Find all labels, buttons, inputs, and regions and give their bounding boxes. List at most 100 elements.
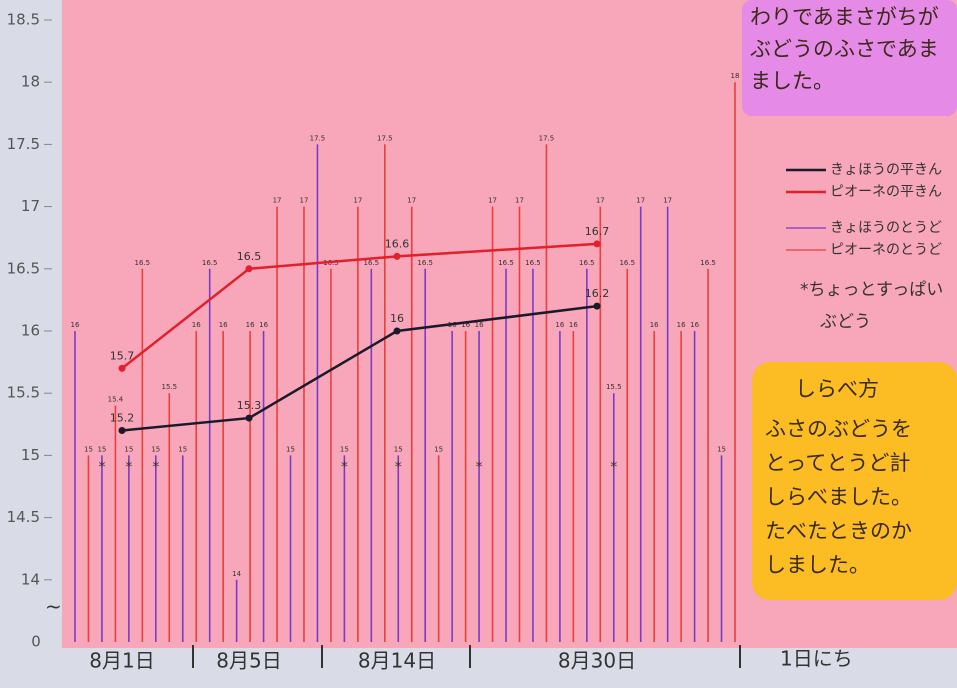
sour-mark: * [125,459,132,475]
measurement-label: 15 [434,445,443,453]
measurement-label: 16 [192,321,201,329]
measurement-label: 16 [555,321,564,329]
note-text: わりであまさがちが [750,5,939,29]
measurement-label: 16.5 [135,259,151,267]
measurement-label: 15 [178,445,187,453]
note-text: しました。 [765,553,870,577]
value-label: 16.2 [585,287,610,300]
measurement-label: 16.5 [498,259,514,267]
y-tick-label: 17.5 [7,135,40,153]
value-label: 16 [390,312,404,325]
legend-label: ピオーネのとうど [830,242,942,258]
value-label: 16.6 [385,237,410,250]
point [246,265,253,272]
measurement-label: 17.5 [310,134,326,142]
legend-label: きょほうのとうど [830,220,942,236]
measurement-label: 15.4 [108,396,124,404]
measurement-label: 16.5 [525,259,541,267]
measurement-label: 16 [690,321,699,329]
chart: 1日にち 0 ~ 14 14.5 15 15.5 16 16.5 17 17.5 18 18.5 1… [0,0,957,688]
y-tick-label: 18.5 [7,11,40,29]
point [246,415,253,422]
y-tick-label: 17 [21,197,40,215]
measurement-label: 16 [650,321,659,329]
measurement-label: 16.5 [700,259,716,267]
point [394,253,401,260]
legend-label: ピオーネの平きん [830,184,942,200]
sour-mark: * [395,459,402,475]
value-label: 15.7 [110,349,135,362]
measurement-label: 17 [353,197,362,205]
measurement-label: 16 [71,321,80,329]
measurement-label: 15 [717,445,726,453]
axis-origin-label: 0 [31,633,41,651]
measurement-label: 17 [596,197,605,205]
note-title: しらべ方 [795,377,879,401]
measurement-label: 16 [569,321,578,329]
measurement-label: 17 [300,197,309,205]
x-tick-label: 8月14日 [358,649,436,673]
y-tick-label: 15 [21,446,40,464]
measurement-label: 16 [259,321,268,329]
value-label: 16.5 [237,250,262,263]
measurement-label: 16.5 [417,259,433,267]
note-text: ました。 [750,69,834,93]
legend-note: *ちょっとすっぱい [800,280,943,300]
sour-mark: * [98,459,105,475]
measurement-label: 17.5 [539,134,555,142]
measurement-label: 17 [407,197,416,205]
note-text: たべたときのか [765,519,912,543]
y-tick-label: 15.5 [7,384,40,402]
measurement-label: 15 [286,445,295,453]
legend-note: ぶどう [820,312,871,332]
measurement-label: 17 [488,197,497,205]
measurement-label: 14 [232,570,241,578]
sour-mark: * [610,459,617,475]
point [119,365,126,372]
y-tick-label: 16.5 [7,259,40,277]
measurement-label: 17 [663,197,672,205]
measurement-label: 17.5 [377,134,393,142]
y-tick-label: 14 [21,570,40,588]
note-text: ぶどうのふさであま [750,37,939,61]
value-label: 15.3 [237,399,262,412]
point [594,303,601,310]
sour-mark: * [341,459,348,475]
value-label: 15.2 [110,412,135,425]
y-tick-label: 16 [21,322,40,340]
note-text: しらべました。 [765,485,912,509]
measurement-label: 17 [515,197,524,205]
measurement-label: 15 [151,445,160,453]
x-tick-label: 8月5日 [216,649,281,673]
point [594,240,601,247]
measurement-label: 15 [394,445,403,453]
measurement-label: 16 [246,321,255,329]
measurement-label: 16 [677,321,686,329]
x-axis-label: 1日にち [780,647,853,671]
measurement-label: 15 [97,445,106,453]
measurement-label: 16 [219,321,228,329]
measurement-label: 18 [731,72,740,80]
note-text: ふさのぶどうを [765,417,912,441]
legend-label: きょほうの平きん [830,162,942,178]
measurement-label: 17 [273,197,282,205]
measurement-label: 15 [84,445,93,453]
measurement-label: 15 [124,445,133,453]
note-text: とってとうど計 [765,451,910,475]
measurement-label: 15 [340,445,349,453]
measurement-label: 16.5 [202,259,218,267]
measurement-label: 17 [636,197,645,205]
x-tick-label: 8月30日 [558,649,636,673]
y-tick-label: 14.5 [7,508,40,526]
point [119,427,126,434]
y-tick-label: 18 [21,73,40,91]
axis-break: ~ [45,595,62,619]
measurement-label: 16.5 [619,259,635,267]
measurement-label: 16.5 [579,259,595,267]
sour-mark: * [152,459,159,475]
sour-mark: * [476,459,483,475]
measurement-label: 15.5 [606,383,622,391]
value-label: 16.7 [585,225,610,238]
measurement-label: 15.5 [161,383,177,391]
x-tick-label: 8月1日 [89,649,154,673]
